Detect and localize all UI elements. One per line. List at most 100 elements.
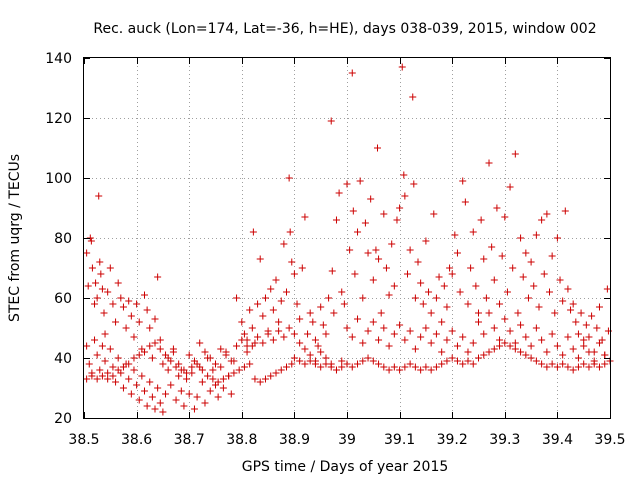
data-point <box>259 312 267 320</box>
data-point <box>209 366 217 374</box>
data-point <box>185 351 193 359</box>
data-point <box>354 360 362 368</box>
data-point <box>459 360 467 368</box>
data-point <box>92 279 100 287</box>
data-point <box>314 342 322 350</box>
data-point <box>98 342 106 350</box>
data-point <box>375 255 383 263</box>
data-point <box>524 294 532 302</box>
data-point <box>385 291 393 299</box>
data-point <box>151 405 159 413</box>
data-point <box>469 228 477 236</box>
data-point <box>501 339 509 347</box>
data-point <box>551 309 559 317</box>
data-point <box>446 264 454 272</box>
data-point <box>254 300 262 308</box>
data-point <box>196 339 204 347</box>
data-point <box>148 393 156 401</box>
data-point <box>338 363 346 371</box>
data-point <box>340 300 348 308</box>
data-point <box>286 228 294 236</box>
data-point <box>464 357 472 365</box>
data-point <box>411 345 419 353</box>
data-point <box>277 366 285 374</box>
data-point <box>403 270 411 278</box>
data-point <box>464 300 472 308</box>
data-point <box>290 330 298 338</box>
data-point <box>514 309 522 317</box>
y-tick-label: 20 <box>54 411 72 427</box>
plot-frame <box>83 57 611 419</box>
data-point <box>96 258 104 266</box>
data-point <box>114 366 122 374</box>
data-point <box>351 270 359 278</box>
data-point <box>125 375 133 383</box>
data-point <box>590 360 598 368</box>
data-point <box>574 363 582 371</box>
data-point <box>585 363 593 371</box>
data-point <box>188 363 196 371</box>
data-point <box>267 285 275 293</box>
data-point <box>233 342 241 350</box>
data-point <box>372 246 380 254</box>
data-point <box>517 234 525 242</box>
data-point <box>354 315 362 323</box>
data-point <box>104 375 112 383</box>
x-axis-label: GPS time / Days of year 2015 <box>242 459 449 475</box>
data-point <box>490 276 498 284</box>
data-point <box>322 330 330 338</box>
data-point <box>538 336 546 344</box>
x-tick-label: 39.1 <box>384 432 415 448</box>
data-point <box>343 180 351 188</box>
data-point <box>480 255 488 263</box>
data-point <box>564 285 572 293</box>
data-point <box>595 363 603 371</box>
data-point <box>419 300 427 308</box>
data-point <box>527 354 535 362</box>
data-point <box>109 363 117 371</box>
data-point <box>135 318 143 326</box>
data-point <box>285 324 293 332</box>
data-point <box>364 327 372 335</box>
data-point <box>290 354 298 362</box>
data-point <box>83 342 91 350</box>
data-point <box>93 351 101 359</box>
data-point <box>532 357 540 365</box>
data-point <box>443 303 451 311</box>
data-point <box>193 393 201 401</box>
data-point <box>125 360 133 368</box>
data-point <box>206 354 214 362</box>
data-point <box>453 357 461 365</box>
data-point <box>240 363 248 371</box>
data-point <box>151 339 159 347</box>
data-point <box>567 306 575 314</box>
data-point <box>84 282 92 290</box>
data-point <box>385 342 393 350</box>
data-point <box>564 333 572 341</box>
data-point <box>490 324 498 332</box>
data-point <box>532 231 540 239</box>
data-point <box>225 372 233 380</box>
data-point <box>164 366 172 374</box>
data-point <box>206 387 214 395</box>
data-point <box>109 372 117 380</box>
data-point <box>98 285 106 293</box>
data-point <box>114 279 122 287</box>
data-point <box>317 303 325 311</box>
data-point <box>406 246 414 254</box>
data-point <box>493 204 501 212</box>
data-point <box>125 297 133 305</box>
y-tick-label: 80 <box>54 231 72 247</box>
data-point <box>280 333 288 341</box>
data-point <box>511 150 519 158</box>
data-point <box>443 357 451 365</box>
data-point <box>138 372 146 380</box>
data-point <box>91 300 99 308</box>
data-point <box>511 345 519 353</box>
x-tick-label: 39 <box>338 432 356 448</box>
data-point <box>338 357 346 365</box>
data-point <box>196 363 204 371</box>
data-point <box>359 339 367 347</box>
data-point <box>467 264 475 272</box>
data-point <box>180 366 188 374</box>
